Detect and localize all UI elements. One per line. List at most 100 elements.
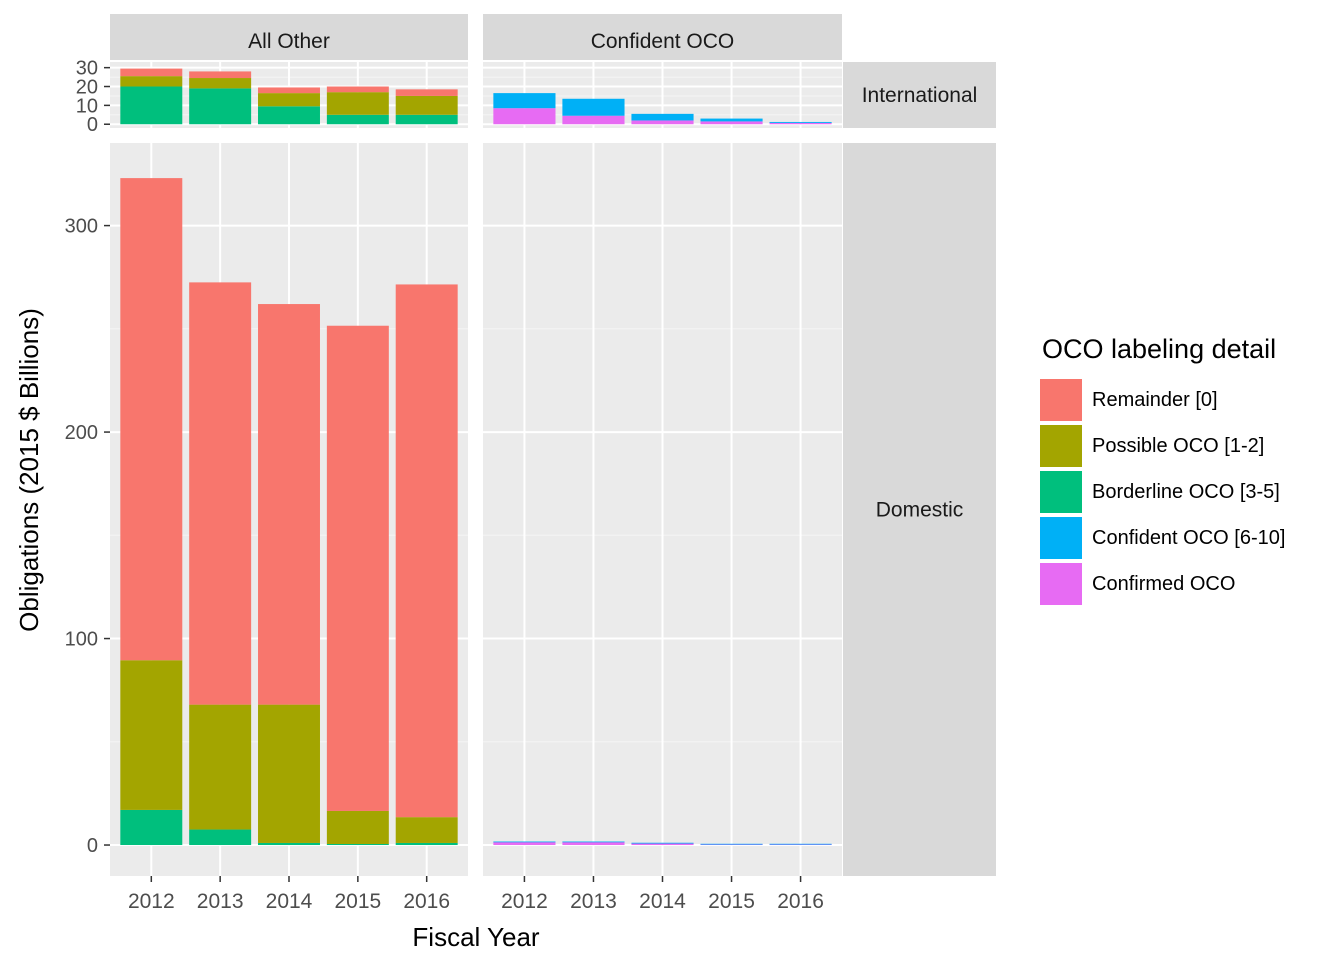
facet-strip-row: [843, 62, 996, 128]
bar-segment: [700, 843, 763, 845]
bar-segment: [326, 810, 389, 844]
bar-segment: [631, 842, 694, 844]
bar-segment: [120, 660, 183, 810]
panel: [110, 62, 468, 128]
y-tick-label: 30: [76, 58, 98, 80]
legend-label: Possible OCO [1-2]: [1092, 434, 1265, 457]
facet-strip-col: [110, 14, 468, 60]
bar-segment: [562, 98, 625, 116]
bar-segment: [120, 809, 183, 846]
x-tick-label: 2015: [708, 890, 755, 913]
legend-item: Remainder [0]: [1040, 377, 1340, 423]
bar-segment: [769, 122, 832, 125]
legend-items: Remainder [0] Possible OCO [1-2] Borderlin…: [1040, 377, 1340, 607]
bar-segment: [189, 88, 252, 125]
y-axis-title: Obligations (2015 $ Billions): [14, 308, 44, 632]
bar-segment: [395, 114, 458, 125]
bar-segment: [120, 68, 183, 77]
y-tick-label: 100: [65, 629, 98, 651]
x-tick-label: 2012: [128, 890, 175, 913]
bar-segment: [700, 121, 763, 125]
panel: [110, 143, 468, 876]
bar-segment: [769, 121, 832, 123]
x-axis-title: Fiscal Year: [412, 922, 540, 952]
legend-label: Confirmed OCO: [1092, 572, 1236, 595]
bar-segment: [562, 841, 625, 843]
bar-segment: [769, 843, 832, 845]
bar-segment: [562, 115, 625, 125]
facet-strip-label: Domestic: [876, 499, 964, 522]
bar-segment: [631, 120, 694, 125]
bar-segment: [120, 86, 183, 125]
bar-segment: [326, 114, 389, 125]
legend-label: Remainder [0]: [1092, 388, 1218, 411]
x-tick-label: 2016: [403, 890, 450, 913]
y-tick-label: 200: [65, 422, 98, 444]
bar-segment: [326, 92, 389, 115]
bar-segment: [493, 841, 556, 843]
x-tick-label: 2014: [639, 890, 686, 913]
bar-segment: [395, 89, 458, 96]
panel: [483, 62, 842, 128]
legend-key-swatch: [1040, 471, 1082, 513]
legend: OCO labeling detail Remainder [0] Possibl…: [1040, 334, 1340, 607]
bar-segment: [395, 842, 458, 846]
facet-strip-row: [843, 143, 996, 876]
bar-segment: [258, 704, 320, 843]
x-tick-label: 2015: [334, 890, 381, 913]
bar-segment: [189, 71, 252, 79]
facet-strip-label: All Other: [248, 30, 330, 53]
x-tick-label: 2012: [501, 890, 548, 913]
x-tick-label: 2016: [777, 890, 824, 913]
y-tick-label: 10: [76, 95, 98, 117]
facet-strip-col: [483, 14, 842, 60]
y-tick-label: 20: [76, 77, 98, 99]
bar-segment: [189, 78, 252, 89]
bar-segment: [258, 93, 320, 107]
panels-layer: All Other Confident OCO International Domes…: [65, 14, 996, 913]
bar-segment: [258, 106, 320, 125]
bar-segment: [189, 282, 252, 705]
bar-segment: [395, 284, 458, 818]
x-tick-label: 2014: [266, 890, 313, 913]
legend-item: Confident OCO [6-10]: [1040, 515, 1340, 561]
bar-segment: [562, 841, 625, 846]
bar-segment: [120, 178, 183, 661]
bar-segment: [258, 87, 320, 94]
y-tick-label: 0: [87, 835, 98, 857]
facet-strip-label: Confident OCO: [591, 30, 735, 53]
bar-segment: [395, 817, 458, 843]
legend-label: Confident OCO [6-10]: [1092, 526, 1286, 549]
legend-label: Borderline OCO [3-5]: [1092, 480, 1280, 503]
legend-item: Possible OCO [1-2]: [1040, 423, 1340, 469]
bar-segment: [189, 829, 252, 846]
bar-segment: [631, 842, 694, 846]
bar-segment: [326, 325, 389, 811]
legend-key-swatch: [1040, 563, 1082, 605]
legend-key-swatch: [1040, 425, 1082, 467]
legend-title: OCO labeling detail: [1042, 334, 1277, 364]
facet-strip-label: International: [862, 84, 978, 107]
x-tick-label: 2013: [570, 890, 617, 913]
legend-item: Confirmed OCO: [1040, 561, 1340, 607]
bar-segment: [395, 95, 458, 115]
bar-segment: [326, 86, 389, 93]
bar-segment: [493, 108, 556, 125]
legend-item: Borderline OCO [3-5]: [1040, 469, 1340, 515]
bar-segment: [189, 704, 252, 830]
y-tick-label: 300: [65, 216, 98, 238]
bar-segment: [258, 304, 320, 705]
bar-segment: [493, 93, 556, 109]
y-tick-label: 0: [87, 114, 98, 136]
legend-key-swatch: [1040, 517, 1082, 559]
bar-segment: [631, 113, 694, 121]
legend-key-swatch: [1040, 379, 1082, 421]
bar-segment: [120, 76, 183, 87]
bar-segment: [258, 842, 320, 846]
bar-segment: [493, 841, 556, 846]
bar-segment: [326, 843, 389, 846]
panel: [483, 143, 842, 876]
bar-segment: [700, 118, 763, 122]
x-tick-label: 2013: [197, 890, 244, 913]
